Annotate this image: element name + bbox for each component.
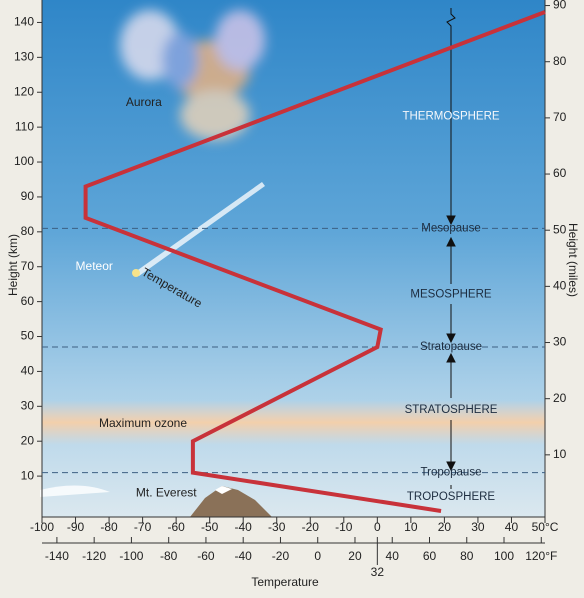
x-tick-label: -50 <box>201 520 219 534</box>
x-tick-label: -80 <box>100 520 118 534</box>
y-tick-label: 120 <box>14 84 34 98</box>
y-tick-label: 110 <box>15 119 34 133</box>
x-tick-label: 20 <box>438 520 452 534</box>
boundary-label: Mesopause <box>421 222 480 234</box>
x-tick-label: -10 <box>335 520 353 534</box>
x2-tick-label: -80 <box>160 549 178 563</box>
x-tick-label: -40 <box>235 520 253 534</box>
x-tick-label: 50°C <box>532 520 559 534</box>
x-axis-label: Temperature <box>251 575 319 589</box>
x2-tick-label: 120°F <box>525 549 557 563</box>
x-tick-label: 10 <box>404 520 418 534</box>
x-tick-label: -100 <box>30 520 54 534</box>
y-tick-label: 50 <box>21 329 35 343</box>
annotation: Aurora <box>126 95 162 109</box>
y-tick-label: 130 <box>14 50 34 64</box>
y2-tick-label: 70 <box>553 110 567 124</box>
x2-tick-label: -140 <box>45 549 69 563</box>
mountain-snow <box>215 486 232 494</box>
x-tick-label: -20 <box>302 520 320 534</box>
x2-tick-label: -120 <box>82 549 106 563</box>
y2-tick-label: 10 <box>553 447 567 461</box>
annotation: Maximum ozone <box>99 416 187 430</box>
y2-tick-label: 90 <box>553 0 567 12</box>
x-tick-label: 40 <box>505 520 519 534</box>
boundary-label: Stratopause <box>420 341 482 353</box>
layer-label: STRATOSPHERE <box>405 404 498 416</box>
x-tick-label: 30 <box>471 520 485 534</box>
y2-axis-label: Height (miles) <box>566 223 580 297</box>
y-axis-label: Height (km) <box>6 234 20 296</box>
meteor <box>132 269 140 277</box>
aurora-glow <box>120 10 265 140</box>
x2-tick-label: -60 <box>197 549 215 563</box>
mountain <box>190 486 272 517</box>
x-tick-label: -70 <box>134 520 152 534</box>
x2-tick-label: 32 <box>371 565 385 579</box>
x2-tick-label: -20 <box>272 549 290 563</box>
y-tick-label: 60 <box>21 294 35 308</box>
layer-label: TROPOSPHERE <box>407 491 496 503</box>
x2-tick-label: 100 <box>494 549 514 563</box>
x2-tick-label: 60 <box>423 549 437 563</box>
layer-label: THERMOSPHERE <box>402 111 499 123</box>
x2-tick-label: -100 <box>119 549 143 563</box>
annotation: Meteor <box>76 259 113 273</box>
y-tick-label: 70 <box>21 259 35 273</box>
y-tick-label: 80 <box>21 224 35 238</box>
x-tick-label: 0 <box>374 520 381 534</box>
x2-tick-label: 0 <box>314 549 321 563</box>
y-tick-label: 40 <box>21 364 35 378</box>
y2-tick-label: 50 <box>553 222 567 236</box>
annotation: Mt. Everest <box>136 486 197 500</box>
y-tick-label: 140 <box>14 15 34 29</box>
x2-tick-label: 40 <box>386 549 400 563</box>
x2-tick-label: 20 <box>348 549 362 563</box>
temperature-line <box>83 10 546 513</box>
x-tick-label: -60 <box>167 520 185 534</box>
y-tick-label: 90 <box>21 189 35 203</box>
y-tick-label: 10 <box>21 468 35 482</box>
x2-tick-label: -40 <box>235 549 253 563</box>
x-tick-label: -30 <box>268 520 286 534</box>
y2-tick-label: 80 <box>553 54 567 68</box>
meteor-trail <box>135 182 265 276</box>
layer-arrows <box>446 8 456 489</box>
y2-tick-label: 60 <box>553 166 567 180</box>
ozone-band <box>42 400 545 445</box>
boundary-label: Tropopause <box>421 467 482 479</box>
x2-tick-label: 80 <box>460 549 474 563</box>
y2-tick-label: 40 <box>553 279 567 293</box>
x-tick-label: -90 <box>67 520 85 534</box>
cloud <box>40 485 110 497</box>
y-tick-label: 20 <box>21 433 35 447</box>
y-tick-label: 100 <box>14 154 34 168</box>
y2-tick-label: 30 <box>553 335 567 349</box>
y2-tick-label: 20 <box>553 391 567 405</box>
y-tick-label: 30 <box>21 398 35 412</box>
layer-label: MESOSPHERE <box>410 289 491 301</box>
